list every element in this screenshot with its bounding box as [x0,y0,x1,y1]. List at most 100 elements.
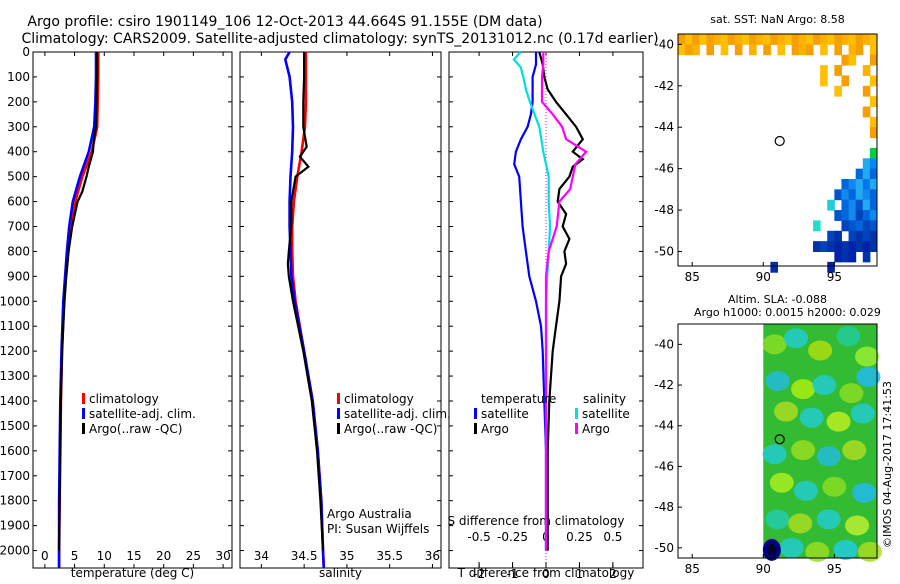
sst-map-ytick-label: -44 [654,120,674,134]
depth-tick-label: 1900 [0,519,30,533]
sst-map-cell [862,34,871,45]
sla-map-title1: Altim. SLA: -0.088 [728,293,827,306]
sst-map-cell [678,44,686,56]
sla-map-eddy [822,476,847,497]
sst-map-cell [869,168,878,180]
sst-map-cell [834,34,842,45]
depth-tick-label: 1500 [0,419,30,433]
sst-map-cell [741,34,750,45]
sla-map-xtick-label: 90 [756,562,771,576]
sst-map-cell [834,251,842,263]
sst-map-cell [869,230,878,242]
sst-map-cell [834,230,842,242]
temperature-legend-climatology-swatch [82,393,85,404]
sst-map-cell [862,179,871,190]
sst-map-cell [834,241,842,252]
sst-map-cell [770,261,778,273]
sst-map-cell [791,34,800,45]
sst-map-cell [798,34,807,45]
temperature-legend-satellite-label: satellite-adj. clim. [89,407,196,421]
salinity-annotation-2: PI: Susan Wijffels [327,522,429,536]
sst-map-cell [848,230,857,242]
sst-map-xtick-label: 90 [756,270,771,284]
sla-map-eddy [791,379,816,400]
salinity-legend-satellite-swatch [337,408,340,419]
salinity-legend-climatology-swatch [337,393,340,404]
sst-map-cell [727,34,736,45]
salinity-xlabel: salinity [319,566,362,580]
sst-map-cell [848,54,857,66]
sst-map-cell [862,85,871,97]
sst-map-cell [841,54,850,66]
sst-map-cell [862,220,871,232]
sst-map-cell [734,34,743,45]
sst-map-ytick-label: -40 [654,37,674,51]
sst-map-cell [813,241,821,252]
depth-tick-label: 300 [7,120,30,134]
difference-legend-sal-argo-label: Argo [582,422,610,436]
temperature-xtick-label: 5 [71,549,79,563]
sla-map-eddy [783,328,808,349]
depth-tick-label: 600 [7,195,30,209]
sst-map-cell [862,251,871,263]
depth-tick-label: 1100 [0,319,30,333]
difference-series-temperature-satellite [513,52,548,551]
sst-map-cell [855,44,864,56]
sst-map-cell [869,75,878,87]
sst-map-cell [685,44,693,56]
depth-tick-label: 500 [7,170,30,184]
sla-map-eddy [765,370,790,391]
panel-temperature: 0100200300400500600700800900100011001200… [0,45,233,580]
sla-map-eddy [799,407,824,428]
sst-map-cell [869,127,878,139]
panel-difference: -2 -1 0 1 2T difference from climatology -0.5… [448,51,644,581]
sst-map-cell [869,241,878,252]
depth-tick-label: 800 [7,244,30,258]
sst-map-cell [869,34,878,45]
sla-map-eddy [839,383,864,404]
sst-map-cell [791,44,800,56]
temperature-xtick-label: 30 [215,549,230,563]
sla-map-eddy [793,480,818,501]
sst-map-cell [827,34,835,45]
depth-tick-label: 200 [7,95,30,109]
sst-map-cell [862,168,871,180]
salinity-legend-argo-swatch [337,423,340,434]
panel-sst-map: sat. SST: NaN Argo: 8.58 85 90 95 -40 -42 -44 -… [654,13,878,284]
sst-map-cell [869,54,878,66]
salinity-xtick-label: 34.5 [291,549,318,563]
sla-map-eddy [842,440,867,461]
salinity-frame [239,51,442,569]
sst-map-cell [862,65,871,76]
sst-map-cell [841,220,850,232]
sst-map-cell [777,34,786,45]
salinity-annotation-1: Argo Australia [327,507,412,521]
sst-map-cell [869,147,878,159]
sla-map-eddy [791,440,816,461]
sla-map-ytick-label: -40 [654,337,674,351]
depth-tick-label: 0 [22,45,30,59]
sst-map-cell [862,210,871,221]
sla-map-eddy [779,537,804,558]
difference-s-tick-label: -0.25 [497,530,528,544]
sst-map-cell [756,34,764,45]
sst-map-cell [855,179,864,190]
difference-xtick-label: -2 [473,567,485,580]
sst-map-cell [855,168,864,180]
sst-map-cell [720,44,729,56]
sst-map-cell [848,199,857,211]
figure-title-line1: Argo profile: csiro 1901149_106 12-Oct-2… [27,14,542,30]
difference-legend-sal-argo-swatch [575,423,578,434]
salinity-legend-climatology-label: climatology [344,392,414,406]
sst-map-cell [827,230,835,242]
figure-title-line2: Climatology: CARS2009. Satellite-adjuste… [21,31,658,47]
sst-map-ytick-label: -50 [654,245,674,259]
sst-map-cell [855,241,864,252]
sst-map-cell [770,34,778,45]
sst-map-cell [855,189,864,201]
sst-map-cell [827,261,835,273]
depth-tick-label: 1000 [0,294,30,308]
sst-map-cell [834,85,842,97]
sst-map-cell [820,65,828,76]
sst-map-argo-marker [774,135,785,147]
